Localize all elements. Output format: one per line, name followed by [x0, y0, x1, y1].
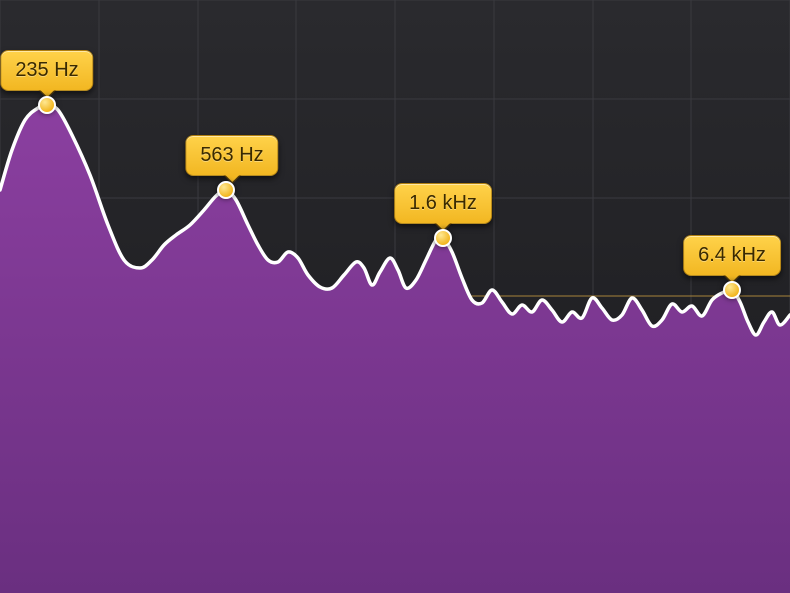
spectrum-analyzer[interactable]: 235 Hz 563 Hz 1.6 kHz 6.4 kHz [0, 0, 790, 593]
peak-label-2: 1.6 kHz [409, 192, 477, 214]
peak-tooltip-2[interactable]: 1.6 kHz [394, 183, 492, 224]
peak-marker-3[interactable] [723, 281, 741, 299]
peak-label-0: 235 Hz [15, 59, 78, 81]
peak-tooltip-1[interactable]: 563 Hz [185, 135, 278, 176]
peak-tooltip-3[interactable]: 6.4 kHz [683, 235, 781, 276]
peak-marker-2[interactable] [434, 229, 452, 247]
peak-marker-0[interactable] [38, 96, 56, 114]
peak-marker-1[interactable] [217, 181, 235, 199]
peak-label-3: 6.4 kHz [698, 244, 766, 266]
peak-label-1: 563 Hz [200, 144, 263, 166]
spectrum-chart-svg [0, 0, 790, 593]
peak-tooltip-0[interactable]: 235 Hz [0, 50, 93, 91]
